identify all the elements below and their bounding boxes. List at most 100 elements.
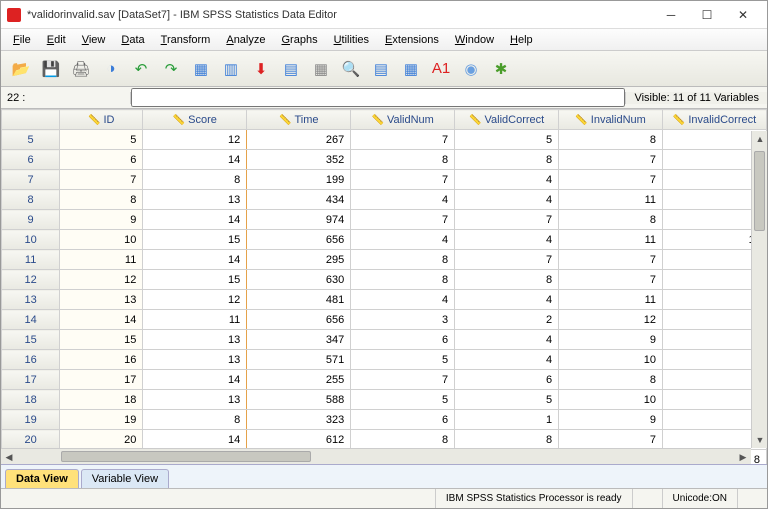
menu-file[interactable]: File <box>5 32 39 48</box>
menu-data[interactable]: Data <box>113 32 152 48</box>
find-icon[interactable]: 🔍 <box>337 55 365 83</box>
row-header[interactable]: 12 <box>2 270 60 290</box>
cell[interactable]: 13 <box>60 290 143 310</box>
cell[interactable]: 5 <box>455 390 559 410</box>
cell[interactable]: 974 <box>247 210 351 230</box>
weight-icon[interactable]: ▤ <box>367 55 395 83</box>
cell[interactable]: 10 <box>559 390 663 410</box>
cell[interactable]: 6 <box>351 410 455 430</box>
cell[interactable]: 15 <box>143 270 247 290</box>
row-header[interactable]: 19 <box>2 410 60 430</box>
cell[interactable]: 5 <box>351 350 455 370</box>
cell[interactable]: 12 <box>143 130 247 150</box>
cell[interactable]: 199 <box>247 170 351 190</box>
row-header[interactable]: 11 <box>2 250 60 270</box>
cell[interactable]: 9 <box>559 410 663 430</box>
horizontal-scrollbar[interactable]: ◀ ▶ <box>1 448 751 464</box>
vertical-scrollbar[interactable]: ▲ ▼ <box>751 131 767 448</box>
cell[interactable]: 12 <box>559 310 663 330</box>
table-row[interactable]: 13131248144118 <box>2 290 767 310</box>
cell[interactable]: 18 <box>60 390 143 410</box>
scroll-right-icon[interactable]: ▶ <box>736 450 750 464</box>
table-row[interactable]: 99149747787 <box>2 210 767 230</box>
customize-icon[interactable]: ✱ <box>487 55 515 83</box>
menu-analyze[interactable]: Analyze <box>218 32 273 48</box>
undo-icon[interactable]: ↶ <box>127 55 155 83</box>
cell[interactable]: 4 <box>455 330 559 350</box>
cell[interactable]: 7 <box>559 430 663 450</box>
cell[interactable]: 4 <box>455 170 559 190</box>
cell[interactable]: 8 <box>559 130 663 150</box>
menu-transform[interactable]: Transform <box>153 32 219 48</box>
column-header-invalidcorrect[interactable]: 📏InvalidCorrect <box>663 110 767 130</box>
table-row[interactable]: 1515133476499 <box>2 330 767 350</box>
cell[interactable]: 7 <box>351 210 455 230</box>
minimize-button[interactable]: ─ <box>653 4 689 26</box>
data-grid[interactable]: 📏ID📏Score📏Time📏ValidNum📏ValidCorrect📏Inv… <box>1 109 767 464</box>
cell[interactable]: 255 <box>247 370 351 390</box>
column-header-time[interactable]: 📏Time <box>247 110 351 130</box>
cell[interactable]: 295 <box>247 250 351 270</box>
variables-icon[interactable]: ⬇ <box>247 55 275 83</box>
cell[interactable]: 630 <box>247 270 351 290</box>
cell[interactable]: 7 <box>559 150 663 170</box>
column-header-validcorrect[interactable]: 📏ValidCorrect <box>455 110 559 130</box>
cell[interactable]: 612 <box>247 430 351 450</box>
horizontal-scroll-thumb[interactable] <box>61 451 311 462</box>
row-header[interactable]: 8 <box>2 190 60 210</box>
cell[interactable]: 6 <box>455 370 559 390</box>
row-header[interactable]: 13 <box>2 290 60 310</box>
tab-variable-view[interactable]: Variable View <box>81 469 169 488</box>
scroll-down-icon[interactable]: ▼ <box>753 433 767 447</box>
menu-utilities[interactable]: Utilities <box>326 32 377 48</box>
cell[interactable]: 1 <box>455 410 559 430</box>
table-row[interactable]: 18181358855108 <box>2 390 767 410</box>
table-row[interactable]: 55122677587 <box>2 130 767 150</box>
split-icon[interactable]: ▦ <box>307 55 335 83</box>
column-header-id[interactable]: 📏ID <box>60 110 143 130</box>
cell[interactable]: 588 <box>247 390 351 410</box>
row-header[interactable]: 10 <box>2 230 60 250</box>
cell[interactable]: 7 <box>559 170 663 190</box>
table-row[interactable]: 191983236196 <box>2 410 767 430</box>
cell[interactable]: 4 <box>455 230 559 250</box>
column-header-invalidnum[interactable]: 📏InvalidNum <box>559 110 663 130</box>
cell[interactable]: 15 <box>143 230 247 250</box>
cell[interactable]: 10 <box>60 230 143 250</box>
cell-value-input[interactable] <box>131 88 625 107</box>
row-header[interactable]: 9 <box>2 210 60 230</box>
row-header[interactable]: 17 <box>2 370 60 390</box>
cell[interactable]: 434 <box>247 190 351 210</box>
cell[interactable]: 17 <box>60 370 143 390</box>
cell[interactable]: 14 <box>143 150 247 170</box>
menu-graphs[interactable]: Graphs <box>273 32 325 48</box>
cell[interactable]: 8 <box>60 190 143 210</box>
cell[interactable]: 14 <box>143 370 247 390</box>
cell[interactable]: 656 <box>247 230 351 250</box>
table-row[interactable]: 1111142958776 <box>2 250 767 270</box>
cell[interactable]: 7 <box>559 270 663 290</box>
cell[interactable]: 4 <box>455 350 559 370</box>
cell[interactable]: 8 <box>351 250 455 270</box>
table-row[interactable]: 7781997474 <box>2 170 767 190</box>
redo-icon[interactable]: ↷ <box>157 55 185 83</box>
cell[interactable]: 12 <box>143 290 247 310</box>
table-row[interactable]: 881343444119 <box>2 190 767 210</box>
cell[interactable]: 9 <box>60 210 143 230</box>
cell[interactable]: 7 <box>559 250 663 270</box>
cell[interactable]: 11 <box>143 310 247 330</box>
cell[interactable]: 8 <box>351 150 455 170</box>
save-icon[interactable]: 💾 <box>37 55 65 83</box>
cell[interactable]: 352 <box>247 150 351 170</box>
row-header[interactable]: 7 <box>2 170 60 190</box>
cell[interactable]: 11 <box>60 250 143 270</box>
select-icon[interactable]: ▦ <box>397 55 425 83</box>
cell[interactable]: 12 <box>60 270 143 290</box>
cell[interactable]: 4 <box>455 190 559 210</box>
row-header[interactable]: 15 <box>2 330 60 350</box>
cell[interactable]: 7 <box>351 370 455 390</box>
cell[interactable]: 6 <box>351 330 455 350</box>
cell[interactable]: 13 <box>143 390 247 410</box>
cell[interactable]: 5 <box>455 130 559 150</box>
table-row[interactable]: 1212156308877 <box>2 270 767 290</box>
